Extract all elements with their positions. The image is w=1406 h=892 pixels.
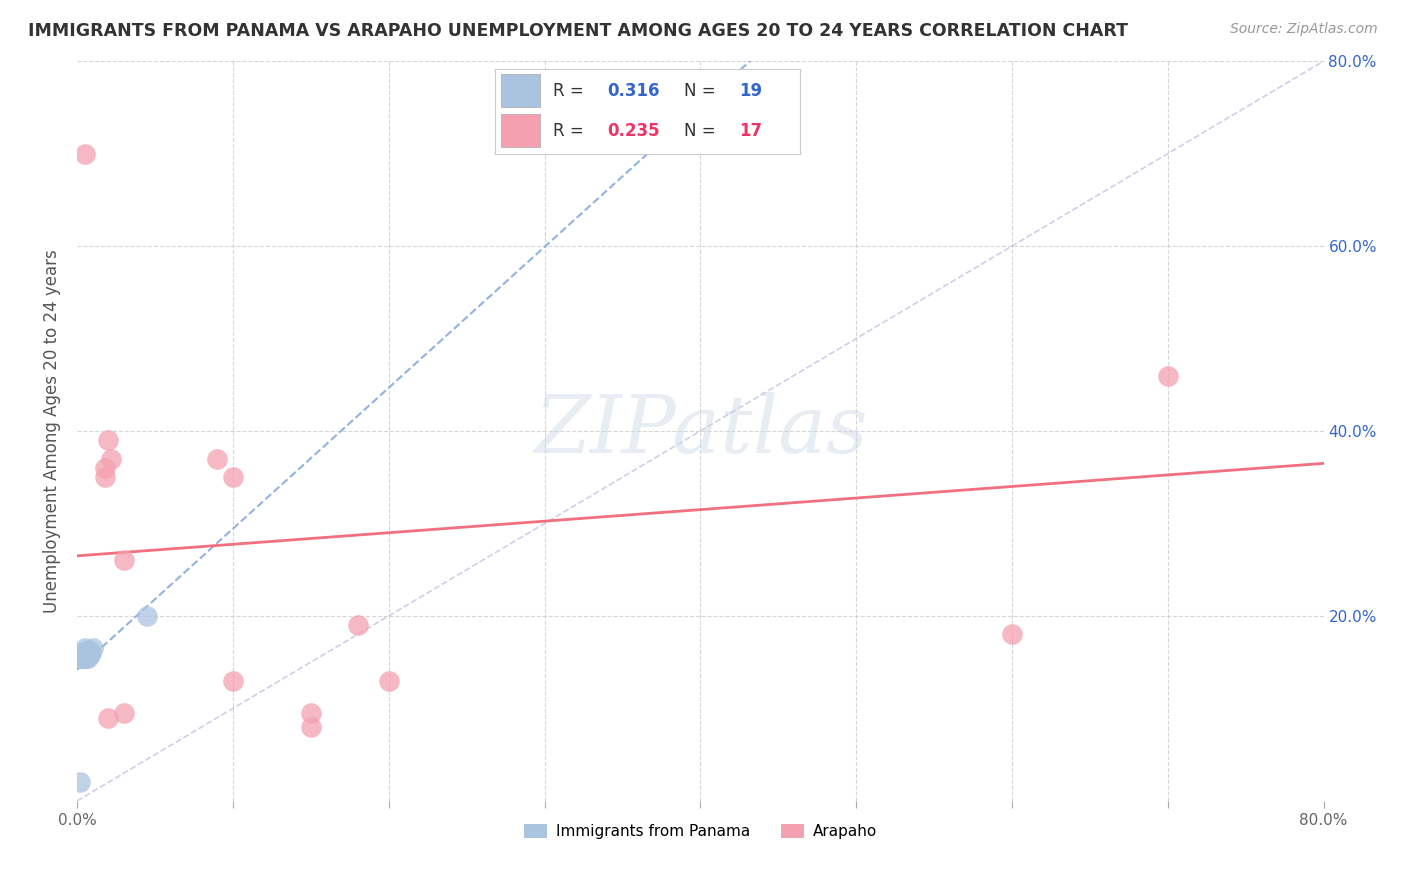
Point bbox=[97, 711, 120, 725]
Text: ZIPatlas: ZIPatlas bbox=[534, 392, 868, 470]
Point bbox=[73, 650, 96, 665]
Point bbox=[94, 470, 117, 484]
Point bbox=[79, 644, 101, 658]
Point bbox=[136, 609, 159, 624]
Point bbox=[77, 650, 100, 665]
Point bbox=[222, 673, 245, 688]
Point bbox=[73, 648, 96, 662]
Point bbox=[72, 650, 94, 665]
Point bbox=[70, 646, 93, 660]
Point bbox=[112, 553, 135, 567]
Point bbox=[79, 648, 101, 662]
Point bbox=[207, 451, 229, 466]
Point bbox=[72, 648, 94, 662]
Point bbox=[1001, 627, 1024, 641]
Point bbox=[75, 644, 97, 658]
Y-axis label: Unemployment Among Ages 20 to 24 years: Unemployment Among Ages 20 to 24 years bbox=[44, 249, 60, 613]
Point bbox=[73, 641, 96, 656]
Point bbox=[82, 641, 104, 656]
Text: Source: ZipAtlas.com: Source: ZipAtlas.com bbox=[1230, 22, 1378, 37]
Point bbox=[69, 775, 91, 789]
Point bbox=[94, 461, 117, 475]
Point bbox=[100, 451, 122, 466]
Point bbox=[346, 618, 368, 632]
Point bbox=[69, 650, 91, 665]
Point bbox=[80, 646, 103, 660]
Point bbox=[73, 146, 96, 161]
Legend: Immigrants from Panama, Arapaho: Immigrants from Panama, Arapaho bbox=[517, 818, 883, 845]
Point bbox=[222, 470, 245, 484]
Point bbox=[299, 706, 322, 720]
Point bbox=[1157, 368, 1180, 383]
Point bbox=[75, 650, 97, 665]
Point bbox=[112, 706, 135, 720]
Point bbox=[377, 673, 399, 688]
Point bbox=[70, 650, 93, 665]
Point bbox=[75, 648, 97, 662]
Text: IMMIGRANTS FROM PANAMA VS ARAPAHO UNEMPLOYMENT AMONG AGES 20 TO 24 YEARS CORRELA: IMMIGRANTS FROM PANAMA VS ARAPAHO UNEMPL… bbox=[28, 22, 1128, 40]
Point bbox=[299, 720, 322, 734]
Point bbox=[77, 644, 100, 658]
Point bbox=[97, 434, 120, 448]
